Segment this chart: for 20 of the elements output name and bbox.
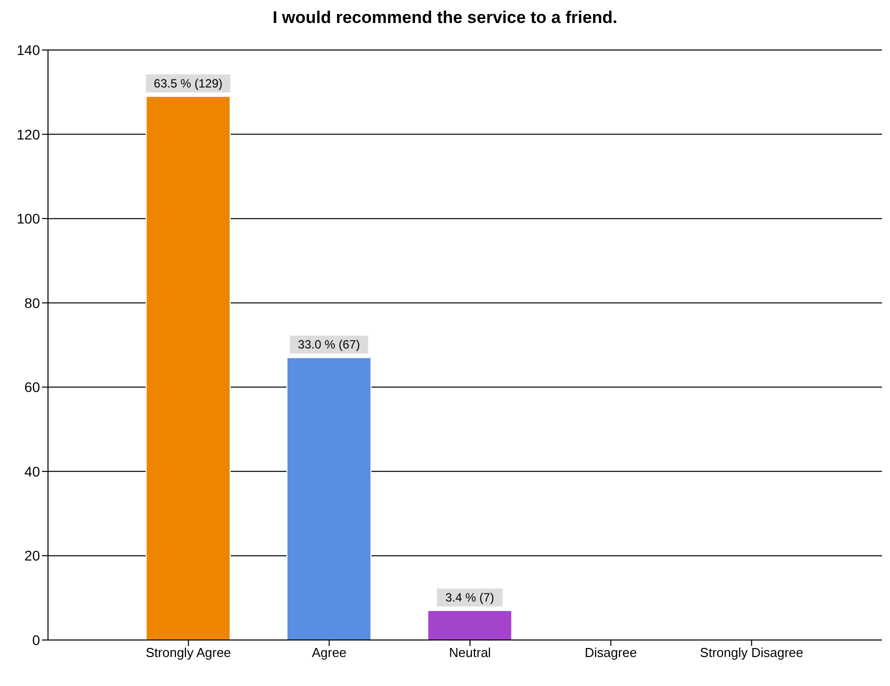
y-tick-label: 40 xyxy=(24,463,40,480)
y-tick-label: 20 xyxy=(24,548,40,564)
y-tick-label: 60 xyxy=(24,379,40,396)
bar xyxy=(146,96,231,640)
data-label: 3.4 % (7) xyxy=(445,590,494,604)
data-label: 63.5 % (129) xyxy=(154,76,223,90)
x-tick-label: Neutral xyxy=(449,645,492,660)
y-tick-label: 0 xyxy=(32,632,40,648)
y-tick-label: 100 xyxy=(16,210,40,227)
x-tick-label: Strongly Disagree xyxy=(700,645,804,660)
y-tick-label: 140 xyxy=(16,42,40,58)
x-tick-label: Strongly Agree xyxy=(146,645,232,660)
bar xyxy=(427,610,512,640)
bar xyxy=(286,357,372,640)
y-tick-label: 120 xyxy=(16,126,40,142)
data-label: 33.0 % (67) xyxy=(298,338,360,352)
x-tick-label: Agree xyxy=(312,645,347,660)
y-tick-label: 80 xyxy=(24,294,40,311)
x-tick-label: Disagree xyxy=(584,645,637,660)
chart-title: I would recommend the service to a friend. xyxy=(272,8,618,28)
